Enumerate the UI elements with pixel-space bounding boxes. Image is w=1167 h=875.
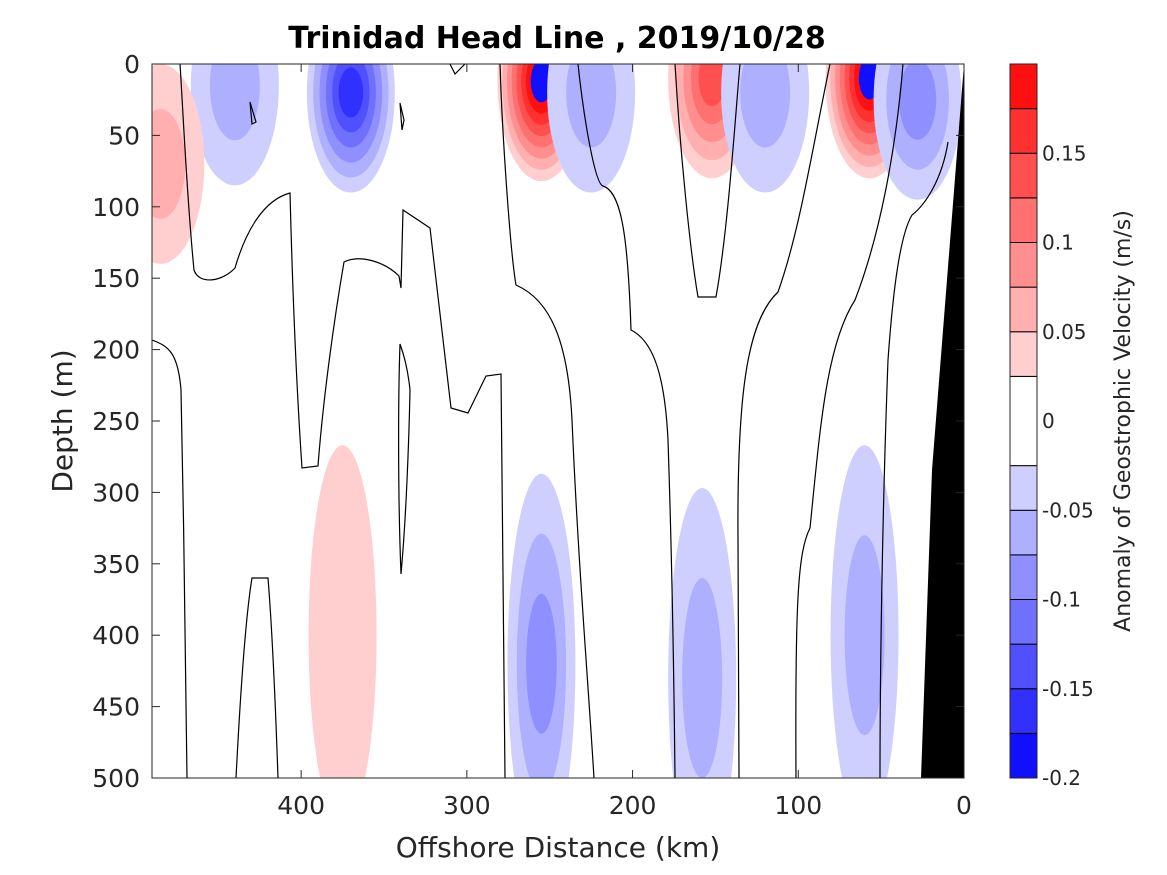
velocity-fill-layer — [152, 64, 962, 778]
velocity-anomaly-band — [209, 64, 260, 141]
colorbar-swatch — [1009, 331, 1038, 377]
y-tick-label: 200 — [92, 336, 140, 365]
colorbar-swatch — [1009, 554, 1038, 600]
velocity-anomaly-band — [740, 64, 791, 148]
colorbar-label: Anomaly of Geostrophic Velocity (m/s) — [1111, 210, 1136, 632]
y-tick-label: 100 — [92, 193, 140, 222]
colorbar-swatch — [1009, 509, 1038, 556]
velocity-anomaly-band — [844, 535, 885, 736]
velocity-anomaly-band — [530, 64, 553, 103]
colorbar-swatch — [1009, 152, 1038, 199]
x-tick-label: 0 — [956, 791, 972, 820]
colorbar-swatch — [1009, 242, 1038, 288]
colorbar-swatch — [1009, 688, 1038, 734]
colorbar-frame — [1009, 63, 1038, 779]
y-tick-label: 400 — [92, 621, 140, 650]
colorbar-swatch — [1009, 732, 1038, 779]
chart-title: Trinidad Head Line , 2019/10/28 — [288, 21, 825, 56]
zero-contour-line — [249, 101, 257, 125]
colorbar-swatch — [1009, 643, 1038, 690]
x-tick-label: 100 — [774, 791, 822, 820]
colorbar: -0.2 -0.15 -0.1 -0.05 0 0.05 0.1 0.15 — [1009, 63, 1094, 790]
colorbar-tick-label: -0.2 — [1042, 766, 1081, 790]
y-tick-label: 50 — [108, 121, 140, 150]
velocity-anomaly-band — [526, 593, 557, 734]
colorbar-tick-label: 0.15 — [1042, 141, 1087, 165]
x-axis-ticks: 400 300 200 100 0 — [277, 64, 972, 820]
y-tick-label: 150 — [92, 264, 140, 293]
colorbar-swatch — [1009, 197, 1038, 243]
zero-contour-line — [577, 64, 676, 778]
x-axis-label: Offshore Distance (km) — [396, 831, 721, 864]
colorbar-tick-label: 0.1 — [1042, 231, 1074, 255]
x-tick-label: 200 — [609, 791, 657, 820]
y-tick-label: 0 — [124, 50, 140, 79]
y-tick-label: 450 — [92, 693, 140, 722]
colorbar-swatch — [1009, 375, 1038, 467]
y-tick-label: 350 — [92, 550, 140, 579]
velocity-anomaly-band — [682, 578, 723, 778]
colorbar-tick-label: 0 — [1042, 409, 1055, 433]
colorbar-swatch — [1009, 465, 1038, 511]
velocity-anomaly-band — [898, 64, 937, 140]
colorbar-tick-label: -0.1 — [1042, 588, 1081, 612]
y-tick-label: 500 — [92, 764, 140, 793]
colorbar-swatch — [1009, 108, 1038, 154]
velocity-anomaly-band — [152, 108, 186, 219]
colorbar-swatch — [1009, 63, 1038, 110]
zero-contour-line — [152, 339, 188, 778]
y-tick-label: 300 — [92, 478, 140, 507]
y-tick-label: 250 — [92, 407, 140, 436]
zero-contour-lines — [152, 64, 949, 778]
velocity-anomaly-band — [308, 445, 377, 778]
colorbar-swatch — [1009, 599, 1038, 645]
zero-contour-line — [449, 64, 466, 76]
velocity-anomaly-band — [338, 67, 364, 118]
colorbar-tick-label: -0.05 — [1042, 498, 1094, 522]
zero-contour-line — [235, 577, 279, 778]
zero-contour-line — [398, 343, 411, 575]
colorbar-tick-label: 0.05 — [1042, 320, 1087, 344]
x-tick-label: 300 — [443, 791, 491, 820]
velocity-anomaly-band — [566, 64, 617, 148]
colorbar-tick-label: -0.15 — [1042, 677, 1094, 701]
zero-contour-line — [737, 64, 831, 778]
zero-contour-line — [499, 64, 595, 778]
colorbar-swatch — [1009, 286, 1038, 333]
velocity-anomaly-band — [698, 64, 726, 107]
y-axis-ticks: 0 50 100 150 200 250 300 350 400 450 500 — [92, 50, 964, 793]
y-axis-label: Depth (m) — [46, 349, 79, 492]
zero-contour-line — [879, 141, 949, 778]
bathymetry-seafloor — [921, 64, 964, 778]
zero-contour-line — [674, 64, 741, 298]
zero-contour-line — [179, 64, 506, 778]
zero-contour-line — [795, 64, 904, 778]
zero-contour-line — [399, 102, 405, 131]
x-tick-label: 400 — [277, 791, 325, 820]
